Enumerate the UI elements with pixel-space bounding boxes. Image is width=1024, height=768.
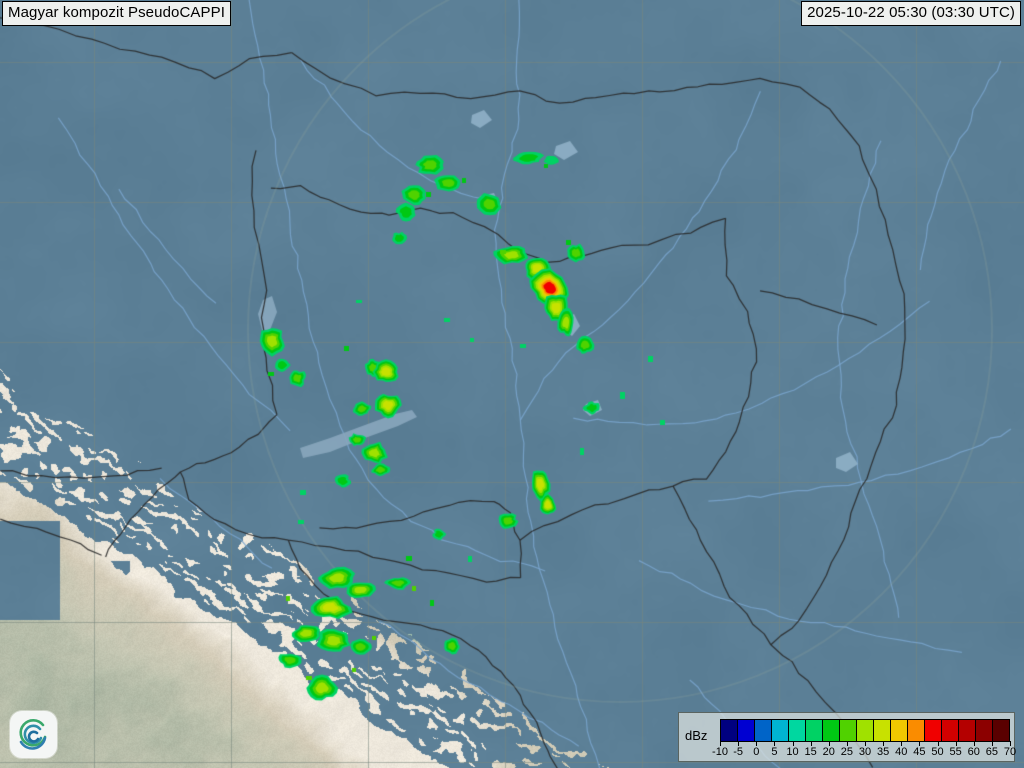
- legend-unit-label: dBz: [685, 728, 708, 743]
- legend-tick-label: 50: [931, 746, 944, 758]
- legend-tick-mark: [756, 741, 758, 746]
- legend-tick-mark: [901, 741, 903, 746]
- legend-swatch-0: [755, 720, 772, 741]
- legend-swatch-50: [925, 720, 942, 741]
- page-title: Magyar kompozit PseudoCAPPI: [2, 1, 231, 26]
- legend-tick-label: -5: [733, 746, 744, 758]
- legend-tick-mark: [828, 741, 830, 746]
- legend-colorbar: [720, 719, 1010, 742]
- legend-swatch-20: [823, 720, 840, 741]
- legend-tick-label: 60: [967, 746, 980, 758]
- legend-swatch-65: [976, 720, 993, 741]
- legend-swatch--5: [738, 720, 755, 741]
- legend-tick-mark: [865, 741, 866, 746]
- legend-swatch-40: [891, 720, 908, 741]
- legend-swatch-55: [942, 720, 959, 741]
- legend-swatch-5: [772, 720, 789, 741]
- legend-tick-label: 5: [771, 746, 778, 758]
- legend-tick-label: -10: [712, 746, 728, 758]
- legend-tick-label: 45: [913, 746, 926, 758]
- legend-tick-label: 65: [985, 746, 998, 758]
- legend-tick-label: 0: [753, 746, 760, 758]
- legend-tick-mark: [883, 741, 885, 746]
- legend-tick-mark: [973, 741, 975, 746]
- legend-tick-label: 25: [840, 746, 853, 758]
- legend-tick-label: 55: [949, 746, 962, 758]
- legend-swatch-10: [789, 720, 806, 741]
- legend-tick-mark: [1010, 741, 1011, 746]
- legend-tick-label: 40: [895, 746, 908, 758]
- legend-swatch--10: [721, 720, 738, 741]
- legend-swatch-30: [857, 720, 874, 741]
- legend-tick-mark: [937, 741, 939, 746]
- legend-swatch-35: [874, 720, 891, 741]
- legend-tick-mark: [720, 741, 721, 746]
- spiral-logo[interactable]: [10, 711, 57, 758]
- timestamp-label: 2025-10-22 05:30 (03:30 UTC): [801, 1, 1021, 26]
- legend-tick-mark: [792, 741, 794, 746]
- legend-tick-mark: [810, 741, 812, 746]
- legend-tick-mark: [738, 741, 740, 746]
- legend-tick-label: 30: [858, 746, 872, 758]
- legend-tick-label: 10: [786, 746, 799, 758]
- legend-tick-mark: [774, 741, 776, 746]
- legend-swatch-25: [840, 720, 857, 741]
- legend-tick-mark: [919, 741, 921, 746]
- legend-tick-mark: [955, 741, 957, 746]
- legend-tick-mark: [991, 741, 993, 746]
- legend-swatch-70: [993, 720, 1009, 741]
- spiral-logo-icon: [19, 719, 47, 750]
- legend-tick-label: 35: [877, 746, 890, 758]
- legend-tick-mark: [846, 741, 848, 746]
- legend-swatch-45: [908, 720, 925, 741]
- legend-swatch-60: [959, 720, 976, 741]
- legend-tick-label: 15: [804, 746, 817, 758]
- legend-tick-label: 70: [1003, 746, 1017, 758]
- legend-tick-label: 20: [822, 746, 835, 758]
- legend-swatch-15: [806, 720, 823, 741]
- dbz-legend: dBz -10 -5 0 5 10 15 20 25 30 35 40 45 50 55 60 65 70: [678, 712, 1016, 762]
- legend-ticks: -10 -5 0 5 10 15 20 25 30 35 40 45 50 55 60 65 70: [712, 741, 1016, 761]
